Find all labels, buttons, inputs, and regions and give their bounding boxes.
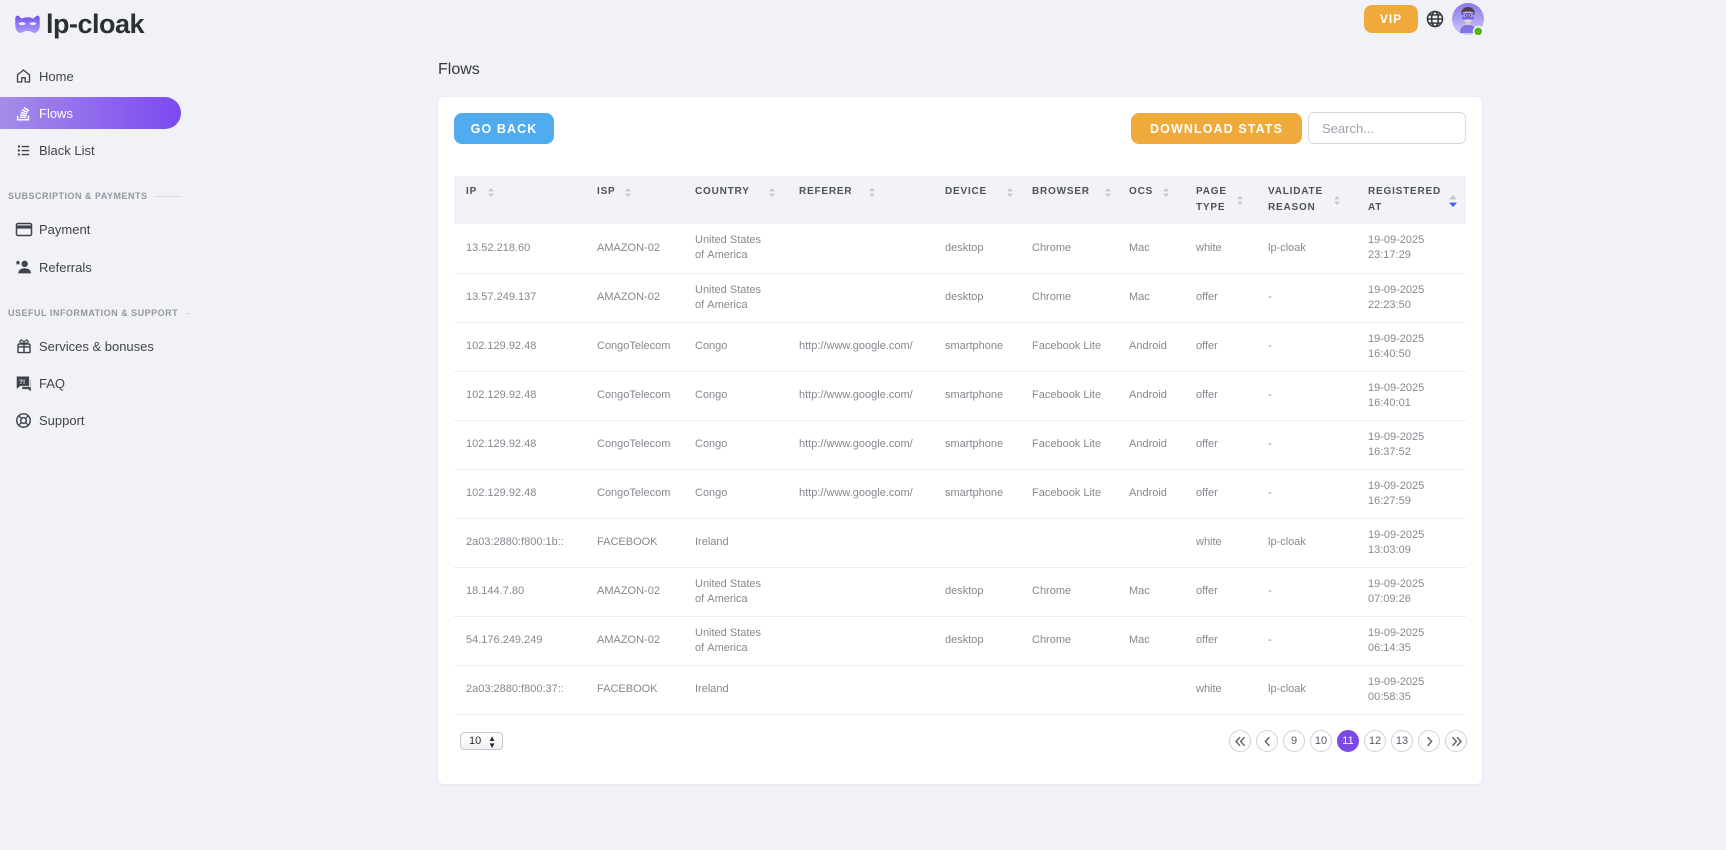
svg-text:?!: ?!: [19, 379, 25, 386]
